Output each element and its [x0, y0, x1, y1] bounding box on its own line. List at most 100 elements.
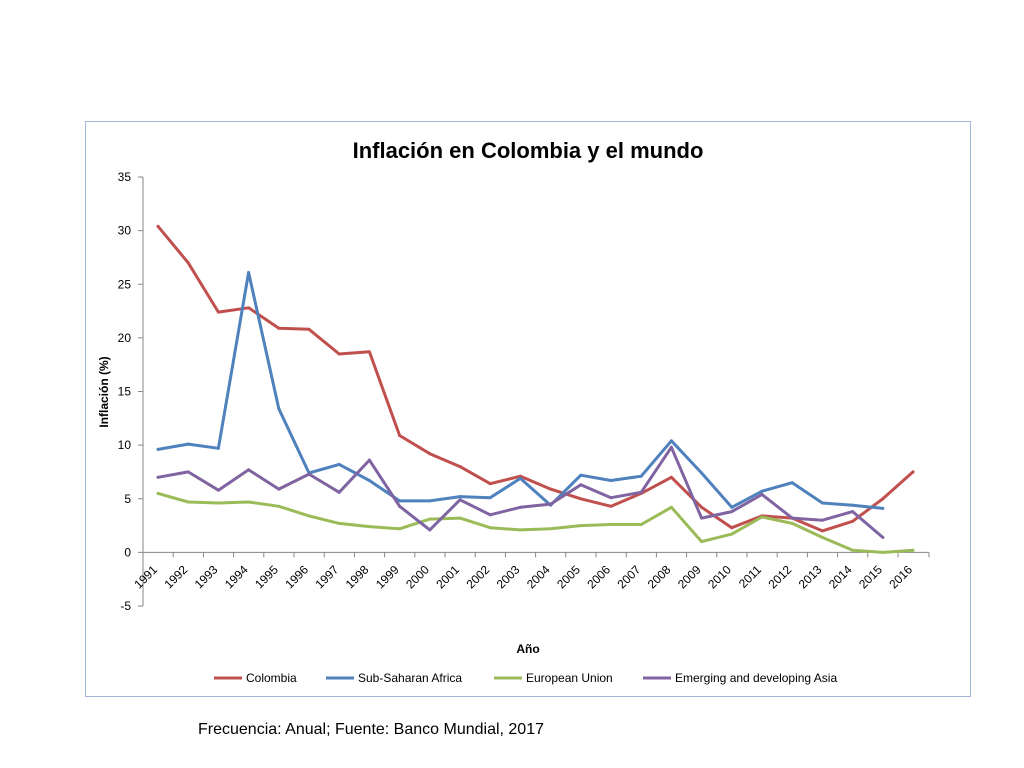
x-tick-label: 1996 [282, 562, 311, 591]
legend-label: Emerging and developing Asia [675, 671, 837, 685]
data-point [669, 439, 673, 443]
data-point [639, 490, 643, 494]
data-point [639, 474, 643, 478]
data-point [609, 479, 613, 483]
data-point [458, 495, 462, 499]
x-tick-label: 2002 [464, 562, 493, 591]
data-point [881, 550, 885, 554]
x-tick-label: 2008 [645, 562, 674, 591]
data-point [216, 310, 220, 314]
data-point [156, 224, 160, 228]
data-point [398, 433, 402, 437]
data-point [216, 501, 220, 505]
data-point [700, 540, 704, 544]
y-tick-label: 15 [118, 385, 132, 399]
data-point [277, 487, 281, 491]
data-point [337, 462, 341, 466]
data-point [458, 498, 462, 502]
legend-label: Colombia [246, 671, 297, 685]
series-line [156, 445, 885, 539]
x-tick-label: 2010 [705, 562, 734, 591]
x-tick-label: 1991 [131, 562, 160, 591]
data-point [669, 475, 673, 479]
data-point [398, 504, 402, 508]
y-tick-label: 25 [118, 277, 132, 291]
data-point [367, 479, 371, 483]
data-point [428, 517, 432, 521]
x-tick-label: 2016 [886, 562, 915, 591]
data-point [579, 483, 583, 487]
data-point [579, 497, 583, 501]
data-point [820, 535, 824, 539]
data-point [609, 522, 613, 526]
data-point [609, 496, 613, 500]
data-point [186, 261, 190, 265]
data-point [307, 514, 311, 518]
data-point [247, 270, 251, 274]
x-tick-label: 2000 [403, 562, 432, 591]
data-point [851, 519, 855, 523]
data-point [186, 470, 190, 474]
data-point [367, 525, 371, 529]
data-point [428, 452, 432, 456]
y-tick-label: -5 [120, 599, 131, 613]
data-point [760, 489, 764, 493]
data-point [730, 505, 734, 509]
data-point [669, 445, 673, 449]
data-point [156, 447, 160, 451]
data-point [518, 528, 522, 532]
y-tick-label: 0 [124, 545, 131, 559]
data-point [911, 470, 915, 474]
data-point [488, 526, 492, 530]
x-tick-label: 2003 [494, 562, 523, 591]
x-axis-title: Año [516, 642, 539, 656]
data-point [367, 350, 371, 354]
series-line [156, 491, 915, 554]
x-tick-label: 2013 [796, 562, 825, 591]
series-line [156, 271, 885, 510]
data-point [156, 475, 160, 479]
data-point [639, 522, 643, 526]
y-tick-label: 10 [118, 438, 132, 452]
x-tick-label: 1998 [343, 562, 372, 591]
x-tick-label: 2012 [766, 562, 795, 591]
data-point [579, 524, 583, 528]
data-point [549, 527, 553, 531]
data-point [549, 502, 553, 506]
x-tick-label: 1999 [373, 562, 402, 591]
data-point [881, 506, 885, 510]
data-point [518, 476, 522, 480]
data-point [277, 326, 281, 330]
data-point [790, 521, 794, 525]
x-tick-label: 2001 [433, 562, 462, 591]
data-point [730, 526, 734, 530]
data-point [669, 505, 673, 509]
chart-svg: Inflación en Colombia y el mundo -5 0 5 10 15… [97, 138, 930, 685]
y-tick-label: 30 [118, 224, 132, 238]
data-point [247, 500, 251, 504]
data-point [307, 327, 311, 331]
chart-title: Inflación en Colombia y el mundo [353, 138, 704, 163]
y-tick-label: 20 [118, 331, 132, 345]
y-tick-label: 35 [118, 170, 132, 184]
series-line [156, 224, 915, 533]
data-point [307, 472, 311, 476]
data-point [458, 516, 462, 520]
data-point [851, 510, 855, 514]
data-point [186, 442, 190, 446]
x-tick-label: 1992 [162, 562, 191, 591]
data-point [579, 473, 583, 477]
legend-label: European Union [526, 671, 613, 685]
x-tick-label: 2005 [554, 562, 583, 591]
data-point [881, 535, 885, 539]
x-tick-label: 2009 [675, 562, 704, 591]
x-tick-label: 2015 [856, 562, 885, 591]
data-point [700, 471, 704, 475]
legend-label: Sub-Saharan Africa [358, 671, 462, 685]
data-point [367, 458, 371, 462]
data-point [247, 306, 251, 310]
data-point [730, 532, 734, 536]
data-point [337, 490, 341, 494]
x-tick-label: 1997 [313, 562, 342, 591]
y-axis-title: Inflación (%) [97, 356, 111, 427]
